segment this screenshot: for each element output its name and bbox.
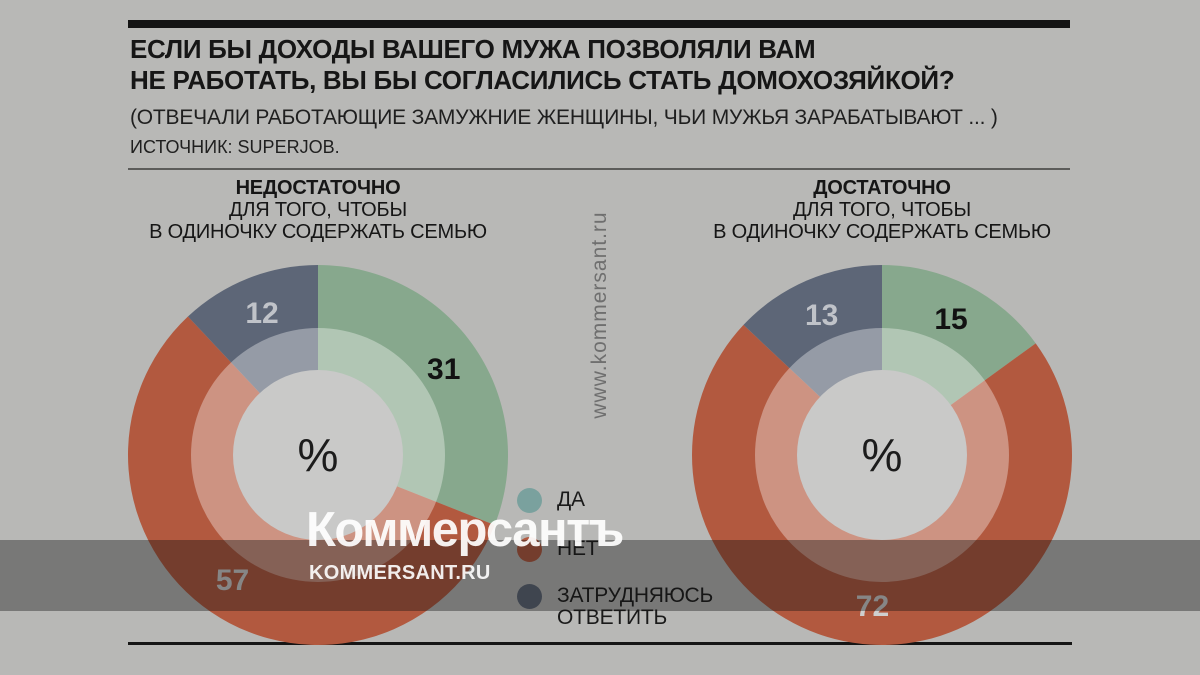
- value-label-0: 31: [427, 353, 460, 386]
- chart-title-sufficient: ДОСТАТОЧНО ДЛЯ ТОГО, ЧТОБЫ В ОДИНОЧКУ СО…: [682, 177, 1082, 243]
- center-disc: [233, 370, 403, 540]
- legend-label-undecided: ЗАТРУДНЯЮСЬ ОТВЕТИТЬ: [557, 584, 714, 629]
- donut-svg: 31 57 12%: [127, 265, 509, 645]
- page-title: ЕСЛИ БЫ ДОХОДЫ ВАШЕГО МУЖА ПОЗВОЛЯЛИ ВАМ…: [130, 34, 1070, 96]
- chart-title-sufficient-line2: ДЛЯ ТОГО, ЧТОБЫ: [793, 199, 971, 221]
- translucent-band: [0, 540, 1200, 611]
- kommersant-logo-watermark: Коммерсантъ: [306, 503, 624, 557]
- value-label-0: 15: [934, 303, 967, 336]
- value-label-1: 57: [216, 564, 249, 597]
- chart-title-insufficient-bold: НЕДОСТАТОЧНО: [235, 177, 401, 199]
- page-subtitle: (ОТВЕЧАЛИ РАБОТАЮЩИЕ ЗАМУЖНИЕ ЖЕНЩИНЫ, Ч…: [130, 106, 998, 129]
- bottom-rule: [128, 642, 1072, 645]
- legend-row-undecided: ЗАТРУДНЯЮСЬ ОТВЕТИТЬ: [517, 584, 713, 629]
- top-rule: [128, 20, 1070, 28]
- legend-label-no: НЕТ: [557, 537, 599, 560]
- chart-title-insufficient: НЕДОСТАТОЧНО ДЛЯ ТОГО, ЧТОБЫ В ОДИНОЧКУ …: [118, 177, 518, 243]
- yes-dot-icon: [517, 488, 542, 513]
- no-dot-icon: [517, 537, 542, 562]
- source-credit: ИСТОЧНИК: SUPERJOB.: [130, 137, 340, 157]
- chart-title-insufficient-line2: ДЛЯ ТОГО, ЧТОБЫ: [229, 199, 407, 221]
- center-disc: [797, 370, 967, 540]
- center-unit-label: %: [862, 429, 903, 481]
- chart-title-insufficient-line3: В ОДИНОЧКУ СОДЕРЖАТЬ СЕМЬЮ: [149, 221, 487, 243]
- chart-title-sufficient-line3: В ОДИНОЧКУ СОДЕРЖАТЬ СЕМЬЮ: [713, 221, 1051, 243]
- value-label-2: 13: [805, 299, 838, 332]
- donut-svg: 15 72 13%: [692, 265, 1072, 645]
- donut-chart-insufficient: 31 57 12%: [126, 263, 510, 647]
- value-label-1: 72: [856, 590, 889, 623]
- kommersant-url-watermark: KOMMERSANT.RU: [309, 562, 491, 584]
- donut-chart-sufficient: 15 72 13%: [690, 263, 1074, 647]
- page-title-line1: ЕСЛИ БЫ ДОХОДЫ ВАШЕГО МУЖА ПОЗВОЛЯЛИ ВАМ: [130, 34, 816, 64]
- undecided-dot-icon: [517, 584, 542, 609]
- legend-label-yes: ДА: [557, 488, 585, 511]
- vertical-url-watermark: www.kommersant.ru: [588, 211, 611, 419]
- center-unit-label: %: [298, 429, 339, 481]
- legend-row-no: НЕТ: [517, 537, 599, 562]
- header-divider: [128, 168, 1070, 170]
- value-label-2: 12: [245, 297, 278, 330]
- page-title-line2: НЕ РАБОТАТЬ, ВЫ БЫ СОГЛАСИЛИСЬ СТАТЬ ДОМ…: [130, 65, 955, 95]
- chart-title-sufficient-bold: ДОСТАТОЧНО: [813, 177, 951, 199]
- legend-row-yes: ДА: [517, 488, 585, 513]
